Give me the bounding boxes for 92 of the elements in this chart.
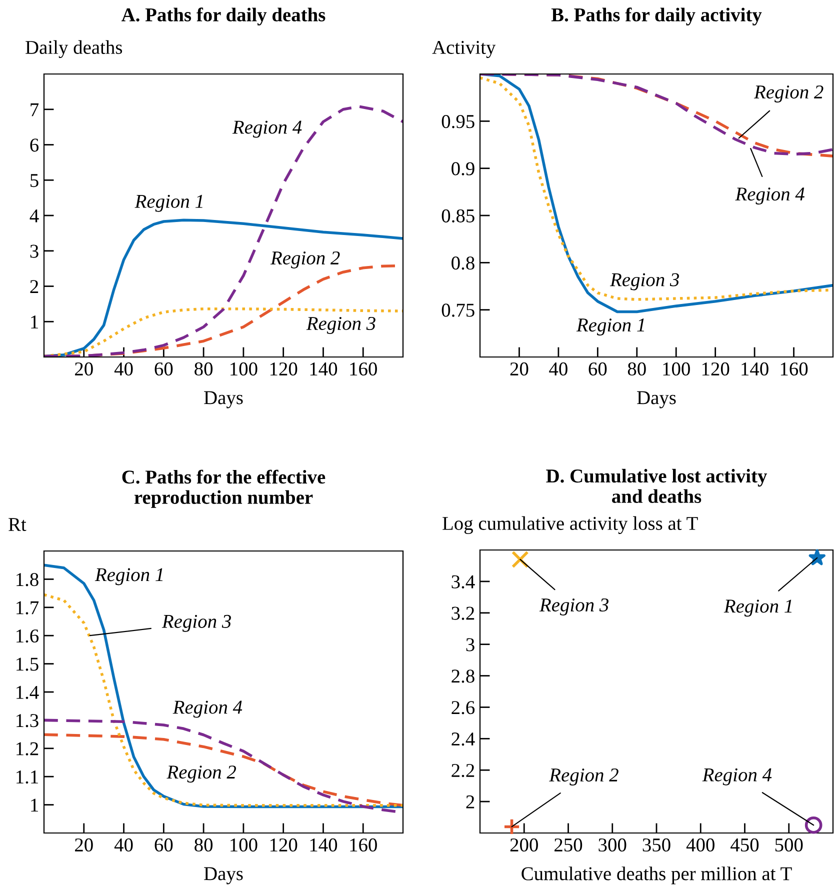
y-tick-label: 0.8 [452, 256, 474, 270]
y-tick-label: 1.5 [16, 658, 38, 671]
x-tick-label: 20 [75, 362, 93, 376]
chart-title: A. Paths for daily deaths [122, 8, 326, 26]
annotation: Region 3 [162, 614, 231, 632]
y-tick-label: 2.8 [452, 670, 474, 683]
chart-title: C. Paths for the effective reproduction number [122, 470, 326, 508]
y-tick-label: 2.4 [452, 732, 475, 746]
point [503, 818, 520, 836]
y-tick-label: 2.2 [452, 764, 474, 778]
x-tick-label: 250 [554, 838, 582, 852]
y-axis-title: Activity [432, 40, 496, 58]
annotation: Region 2 [270, 251, 340, 268]
x-tick-label: 120 [702, 362, 730, 376]
x-tick-label: 120 [270, 838, 298, 852]
y-tick-label: 0.95 [442, 114, 474, 128]
x-axis-title: Days [204, 867, 243, 884]
x-tick-label: 200 [510, 838, 538, 852]
y-axis-title: Rt [8, 518, 26, 532]
y-tick-label: 1.3 [16, 714, 38, 728]
annotation: Region 4 [232, 120, 302, 138]
annotation: Region 2 [166, 766, 236, 783]
annotation: Region 4 [172, 700, 242, 718]
annotation: Region 3 [306, 316, 376, 334]
x-tick-label: 300 [598, 838, 626, 852]
annotation: Region 4 [702, 768, 772, 786]
x-tick-label: 80 [194, 838, 213, 852]
x-tick-label: 60 [588, 362, 607, 376]
x-tick-label: 80 [194, 362, 213, 376]
x-axis-title: Cumulative deaths per million at T [522, 866, 792, 884]
x-tick-label: 120 [270, 362, 298, 376]
x-tick-label: 100 [230, 362, 258, 376]
y-tick-label: 0.9 [452, 162, 474, 176]
annotation: Region 1 [94, 568, 163, 586]
x-tick-label: 20 [510, 362, 528, 376]
y-tick-label: 7 [30, 103, 39, 116]
x-tick-label: 450 [730, 838, 759, 852]
x-tick-label: 20 [75, 838, 93, 852]
annotation: Region 4 [735, 188, 804, 205]
y-tick-label: 2 [30, 280, 38, 293]
x-tick-label: 350 [642, 838, 670, 852]
x-tick-label: 100 [230, 838, 258, 852]
x-tick-label: 60 [154, 838, 173, 852]
x-tick-label: 160 [350, 838, 377, 852]
y-tick-label: 1.6 [16, 629, 39, 643]
annotation: Region 1 [134, 194, 202, 212]
y-tick-label: 1.8 [16, 573, 38, 586]
y-tick-label: 1 [31, 798, 38, 812]
point [804, 816, 822, 834]
annotation: Region 1 [724, 600, 792, 617]
x-tick-label: 40 [114, 362, 133, 376]
y-tick-label: 1.4 [16, 686, 39, 700]
annotation: Region 3 [610, 273, 680, 290]
x-axis-title: Days [637, 391, 676, 408]
y-tick-label: 2.6 [452, 701, 475, 714]
annotation: Region 2 [754, 86, 824, 103]
x-tick-label: 140 [310, 838, 338, 852]
y-tick-label: 1 [31, 316, 38, 328]
annotation: Region 3 [539, 598, 608, 616]
x-tick-label: 40 [549, 362, 568, 376]
annotation: Region 1 [576, 318, 644, 336]
x-tick-label: 140 [310, 362, 338, 376]
y-tick-label: 6 [30, 138, 39, 152]
chart-title: B. Paths for daily activity [551, 8, 762, 26]
y-tick-label: 1.2 [16, 742, 38, 756]
y-tick-label: 3 [30, 244, 38, 258]
line-series [44, 733, 403, 807]
x-tick-label: 160 [780, 362, 808, 376]
y-tick-label: 2 [466, 795, 474, 808]
x-axis-title: Days [204, 391, 243, 408]
y-tick-label: 0.75 [442, 304, 474, 317]
point [808, 549, 826, 566]
y-tick-label: 0.85 [442, 209, 474, 223]
x-tick-label: 160 [350, 362, 377, 376]
y-tick-label: 5 [30, 174, 38, 188]
y-tick-label: 1.7 [16, 601, 39, 614]
x-tick-label: 500 [775, 838, 803, 852]
y-axis-title: Daily deaths [26, 40, 122, 58]
x-tick-label: 100 [663, 362, 690, 376]
y-axis-title: Log cumulative activity loss at T [442, 516, 698, 534]
y-tick-label: 3 [466, 638, 474, 652]
y-tick-label: 3.4 [452, 575, 475, 588]
y-tick-label: 3.2 [452, 606, 474, 620]
annotation: Region 2 [549, 768, 618, 786]
x-tick-label: 400 [686, 838, 714, 852]
y-tick-label: 1.1 [16, 770, 38, 784]
x-tick-label: 40 [114, 838, 133, 852]
x-tick-label: 60 [154, 362, 173, 376]
chart-title: D. Cumulative lost activity and deaths [546, 468, 768, 503]
y-tick-label: 4 [30, 209, 39, 222]
x-tick-label: 80 [628, 362, 646, 376]
x-tick-label: 140 [742, 362, 768, 376]
